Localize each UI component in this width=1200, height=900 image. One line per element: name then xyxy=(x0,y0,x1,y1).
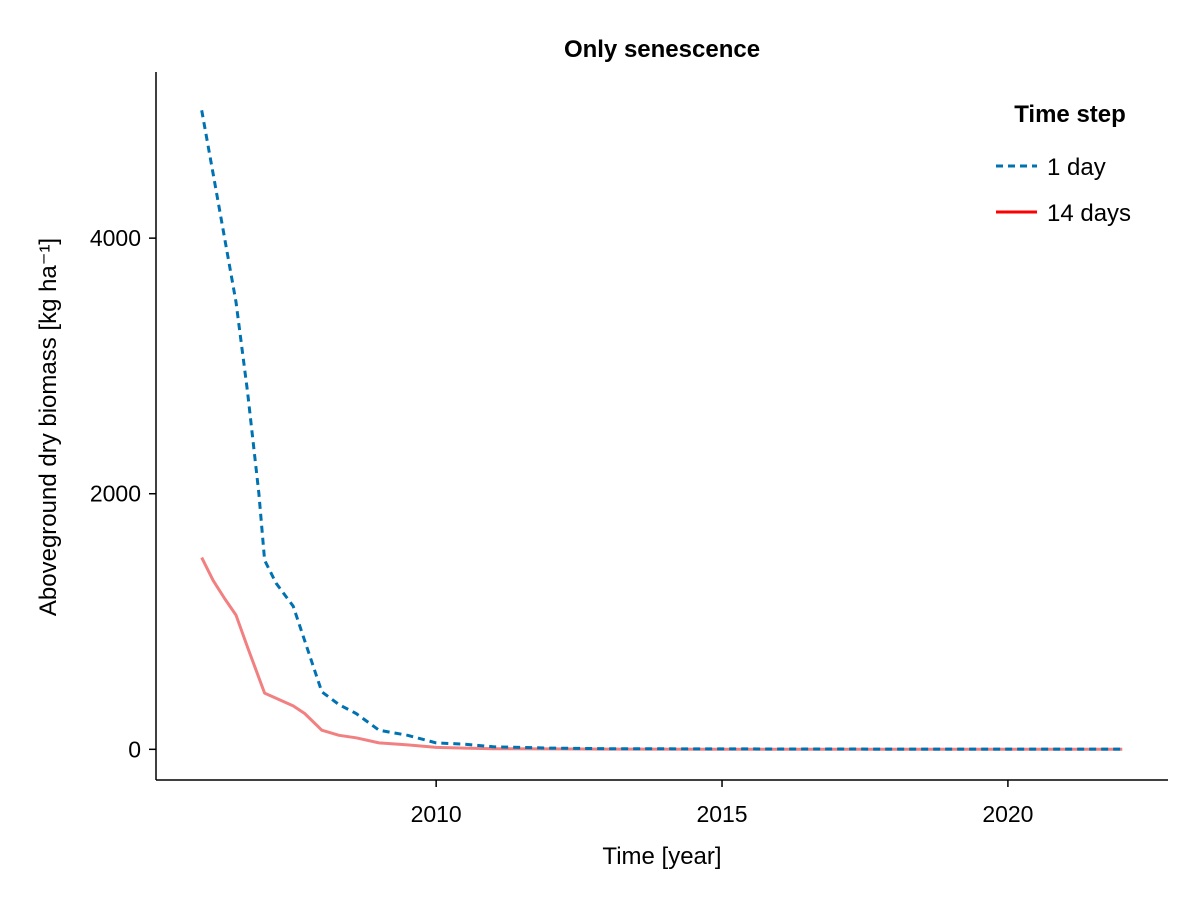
legend: Time step 1 day 14 days xyxy=(996,101,1131,227)
legend-label: 1 day xyxy=(1047,154,1106,181)
legend-title: Time step xyxy=(1014,101,1126,128)
series-line-1-day xyxy=(200,110,1123,751)
x-tick-label: 2015 xyxy=(696,801,747,827)
legend-items: 1 day 14 days xyxy=(996,154,1131,227)
y-tick-label: 2000 xyxy=(90,481,141,507)
x-tick-label: 2020 xyxy=(982,801,1033,827)
legend-label: 14 days xyxy=(1047,200,1131,227)
axes: 2010 2015 2020 0 2000 4000 xyxy=(90,72,1168,827)
y-tick-label: 0 xyxy=(128,736,141,762)
x-axis-label: Time [year] xyxy=(602,843,721,870)
y-tick-label: 4000 xyxy=(90,225,141,251)
chart-title: Only senescence xyxy=(564,36,760,63)
series-layer xyxy=(200,110,1123,751)
x-tick-label: 2010 xyxy=(411,801,462,827)
y-axis-label: Aboveground dry biomass [kg ha⁻¹] xyxy=(35,238,62,616)
series-line-14-days xyxy=(200,556,1123,751)
